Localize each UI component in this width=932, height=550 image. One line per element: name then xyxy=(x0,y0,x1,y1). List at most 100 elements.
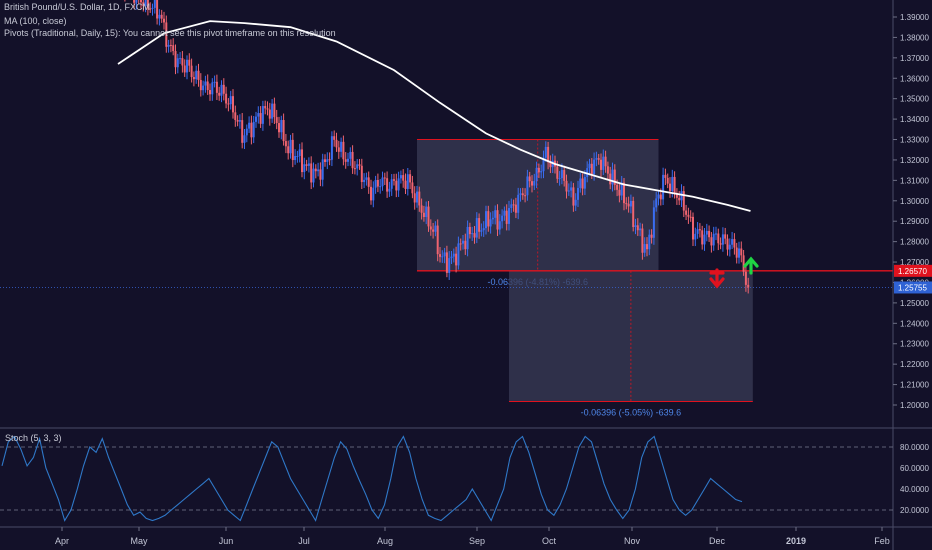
candle-body xyxy=(289,139,292,154)
candle-body xyxy=(602,156,605,170)
candle-body xyxy=(747,284,750,288)
candle-body xyxy=(567,190,570,192)
candle-body xyxy=(347,158,349,162)
price-tick-label: 1.38000 xyxy=(900,33,929,42)
candle-body xyxy=(303,164,306,173)
candle-body xyxy=(163,18,165,23)
candle-body xyxy=(632,200,635,228)
last-price-text: 1.25755 xyxy=(898,283,927,292)
candle-body xyxy=(547,146,550,163)
price-tick-label: 1.25000 xyxy=(900,299,929,308)
candle-body xyxy=(439,254,441,257)
candle-body xyxy=(721,234,724,245)
candle-body xyxy=(744,271,747,285)
candle-body xyxy=(199,79,202,91)
candle-body xyxy=(349,151,352,159)
candle-body xyxy=(662,174,665,200)
candle-body xyxy=(705,230,708,235)
price-tick-label: 1.36000 xyxy=(900,74,929,83)
candle-body xyxy=(675,193,678,198)
candle-body xyxy=(317,169,320,172)
candle-body xyxy=(273,103,276,118)
candle-body xyxy=(418,191,421,206)
candle-body xyxy=(618,189,621,196)
time-tick-label: Dec xyxy=(709,536,726,546)
candle-body xyxy=(197,70,200,80)
candle-body xyxy=(443,252,446,257)
candle-body xyxy=(452,253,455,257)
candle-body xyxy=(448,258,451,273)
price-tick-label: 1.29000 xyxy=(900,217,929,226)
price-tick-label: 1.21000 xyxy=(900,381,929,390)
candle-body xyxy=(570,187,573,191)
candle-body xyxy=(310,163,313,183)
candle-body xyxy=(234,112,237,120)
candle-body xyxy=(572,187,575,206)
candle-body xyxy=(188,59,191,66)
candle-body xyxy=(326,159,329,162)
candle-body xyxy=(409,174,412,183)
level-price-text: 1.26570 xyxy=(898,267,927,276)
candle-body xyxy=(629,200,632,207)
candle-body xyxy=(510,204,513,209)
candle-body xyxy=(167,44,170,47)
candle-body xyxy=(261,106,264,124)
candle-body xyxy=(590,163,593,175)
candle-body xyxy=(636,225,639,231)
candle-body xyxy=(351,151,354,169)
candle-body xyxy=(606,166,609,174)
candle-body xyxy=(471,233,474,235)
time-tick-label: Oct xyxy=(542,536,557,546)
candle-body xyxy=(282,120,285,142)
level-price-tag xyxy=(894,264,932,277)
candle-body xyxy=(593,159,596,175)
candle-body xyxy=(648,234,651,250)
candle-body xyxy=(333,136,336,140)
candle-body xyxy=(294,156,297,161)
candle-body xyxy=(268,109,271,119)
symbol-title: British Pound/U.S. Dollar, 1D, FXCM xyxy=(4,2,151,12)
stoch-tick-label: 20.0000 xyxy=(900,506,929,515)
candle-body xyxy=(402,175,405,181)
price-tick-label: 1.32000 xyxy=(900,156,929,165)
candle-body xyxy=(153,0,156,8)
signal-arrows xyxy=(709,256,759,289)
candle-body xyxy=(609,173,612,185)
candle-body xyxy=(673,176,676,194)
candle-body xyxy=(657,194,660,199)
candle-body xyxy=(406,174,409,189)
candle-body xyxy=(404,180,407,189)
candle-body xyxy=(646,244,648,250)
candle-body xyxy=(186,59,188,73)
candle-body xyxy=(204,81,207,86)
price-tick-label: 1.33000 xyxy=(900,136,929,145)
up-arrow-icon xyxy=(743,256,759,275)
candle-body xyxy=(416,191,418,203)
time-tick-label: Jul xyxy=(298,536,310,546)
stoch-line xyxy=(1,435,743,522)
candle-body xyxy=(565,180,568,192)
candle-body xyxy=(671,176,674,192)
candle-body xyxy=(215,81,218,93)
candle-body xyxy=(620,182,623,196)
candle-body xyxy=(512,204,515,206)
candle-body xyxy=(597,158,600,160)
candle-body xyxy=(558,178,561,180)
candle-body xyxy=(680,191,683,201)
candle-body xyxy=(133,0,136,3)
candle-body xyxy=(508,208,510,224)
range-boxes: -0.06396 (-4.81%) -639.6-0.06396 (-5.05%… xyxy=(417,139,753,418)
candle-body xyxy=(531,181,533,186)
time-tick-label: Nov xyxy=(624,536,641,546)
candle-body xyxy=(574,199,577,206)
candle-body xyxy=(583,177,586,189)
candle-body xyxy=(514,204,517,213)
candle-body xyxy=(181,58,184,66)
candle-body xyxy=(544,146,547,158)
candle-body xyxy=(296,155,299,157)
candle-body xyxy=(627,203,630,207)
candle-body xyxy=(227,103,230,105)
price-tick-label: 1.31000 xyxy=(900,176,929,185)
candle-body xyxy=(190,65,193,78)
